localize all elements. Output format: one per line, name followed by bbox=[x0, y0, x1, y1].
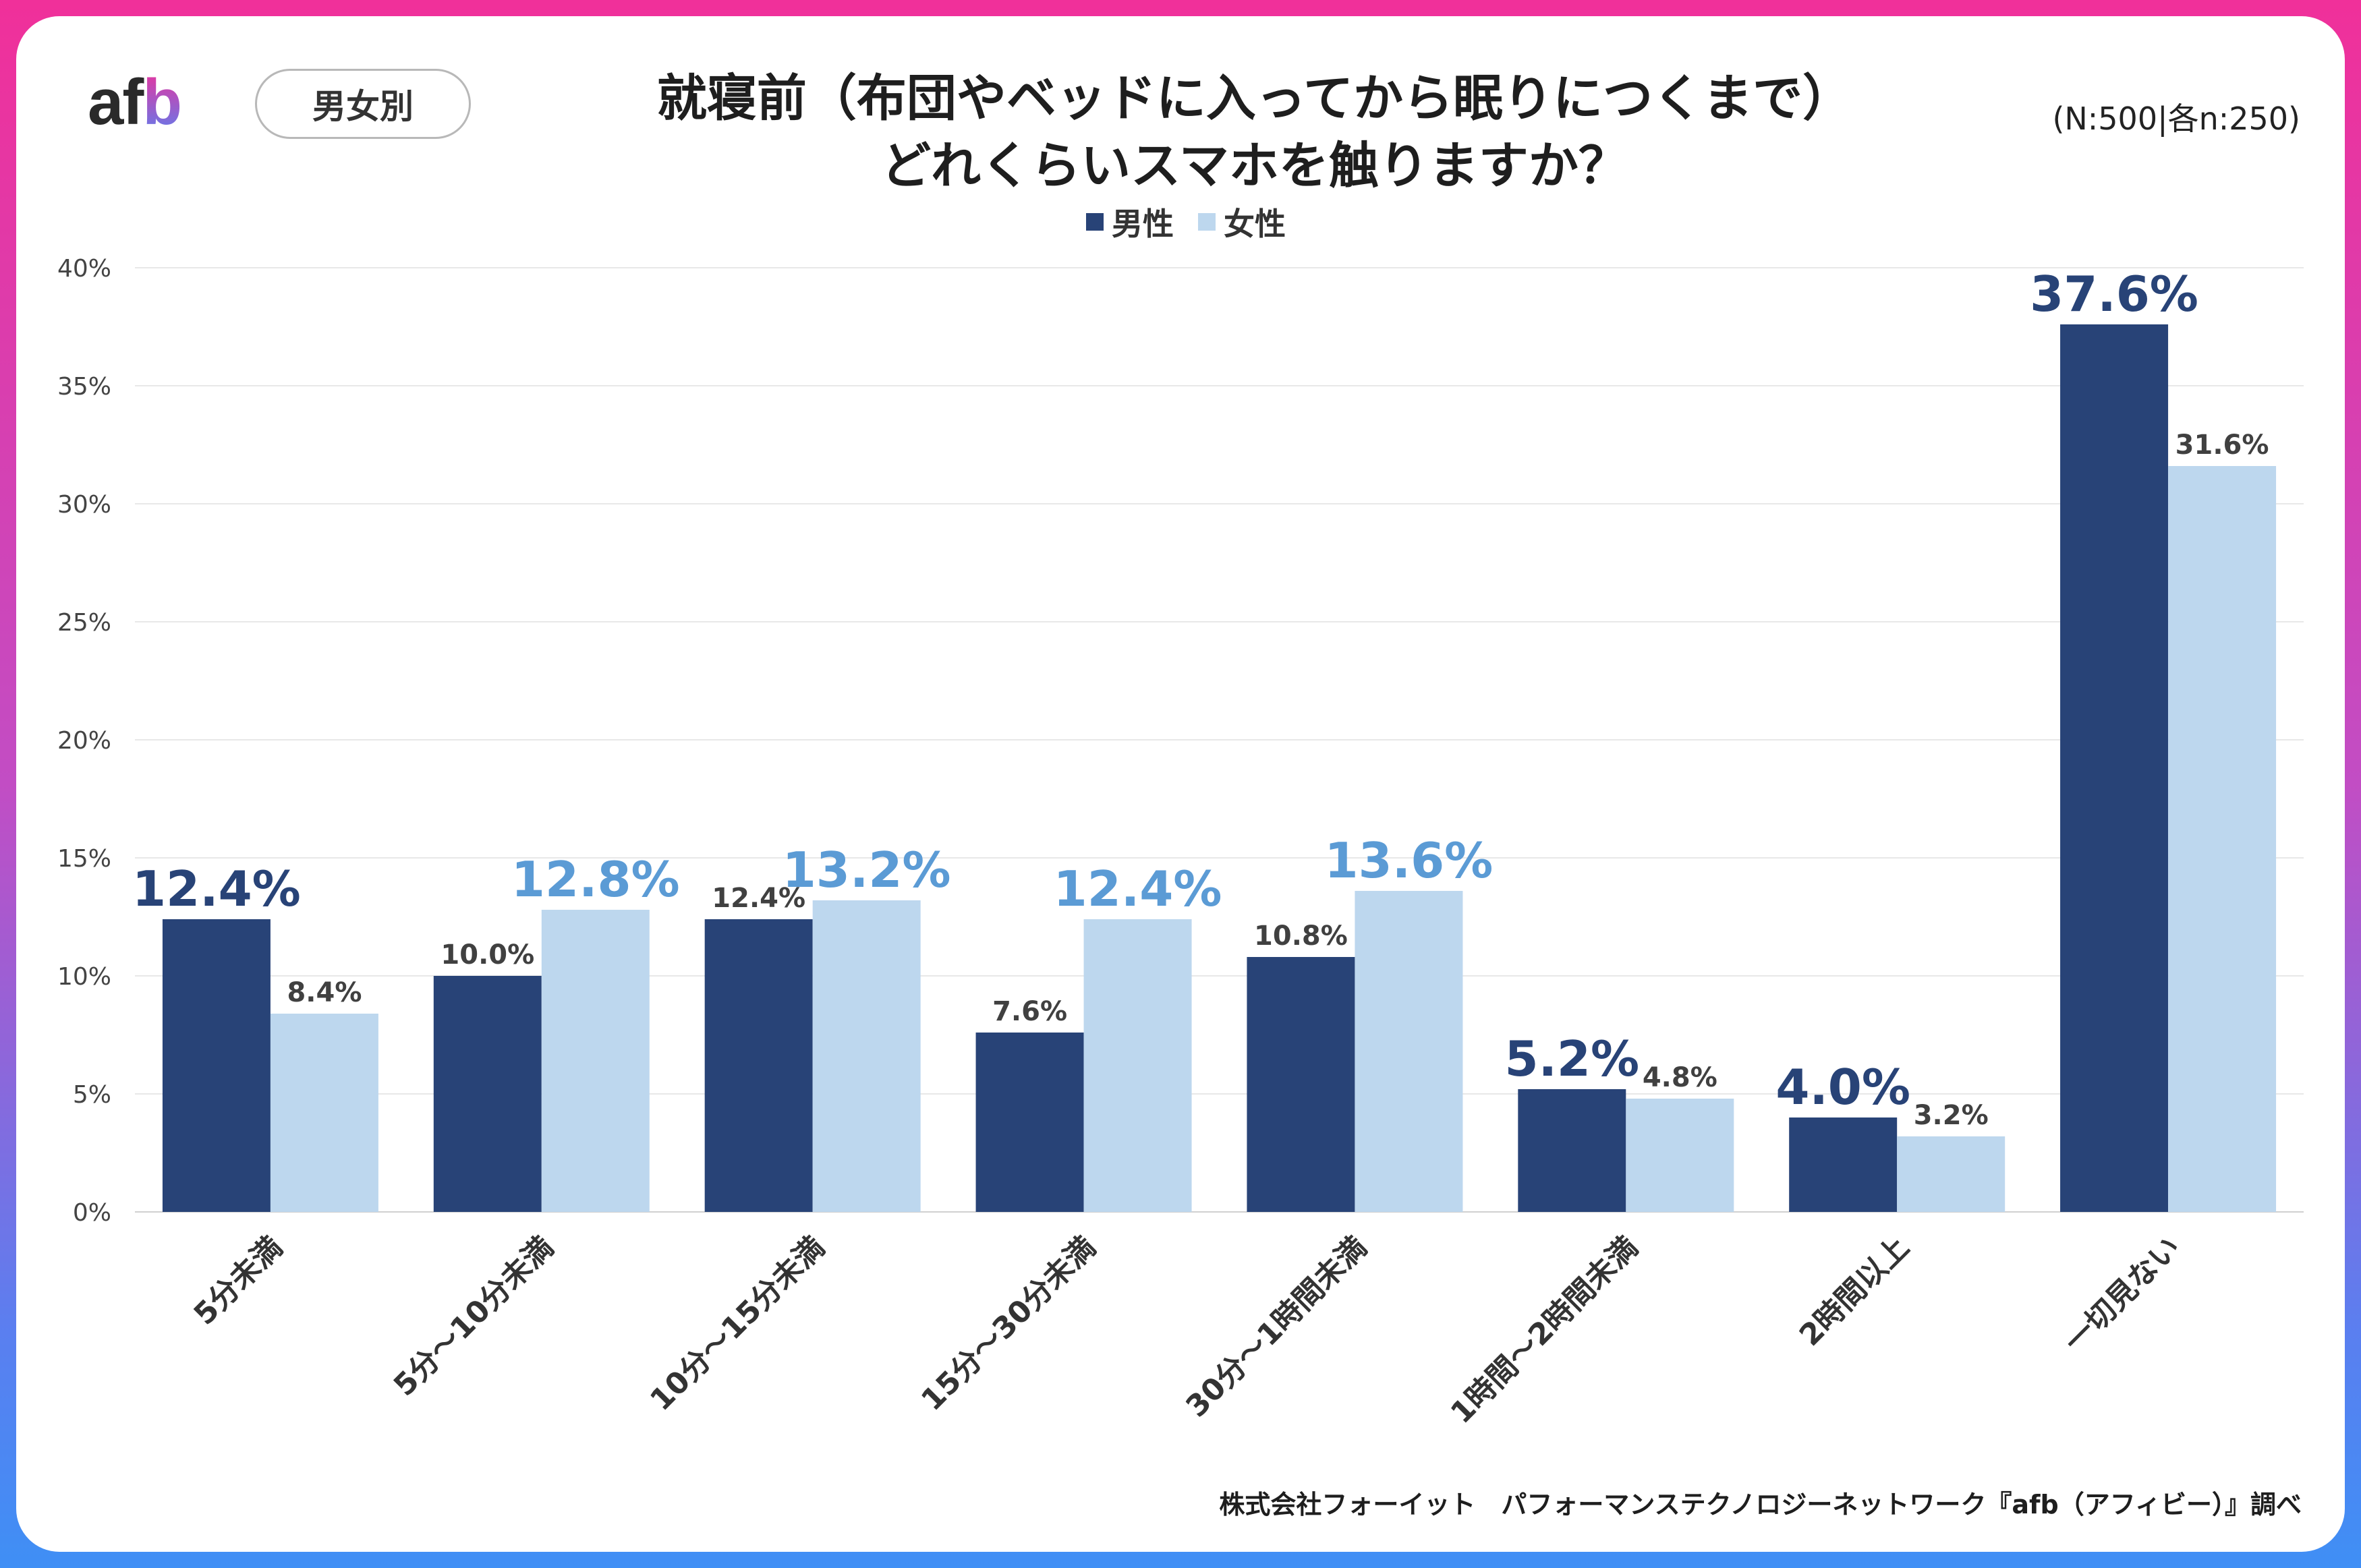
data-label: 8.4% bbox=[287, 977, 362, 1008]
chart-title-line2: どれくらいスマホを触りますか？ bbox=[881, 137, 1628, 195]
x-tick-label: 15分～30分未満 bbox=[915, 1230, 1102, 1418]
legend-swatch-female bbox=[1198, 213, 1216, 231]
data-label: 12.4% bbox=[1054, 861, 1222, 917]
data-label: 5.2% bbox=[1504, 1030, 1639, 1087]
y-tick-label: 40% bbox=[57, 255, 111, 283]
segment-pill: 男女別 bbox=[255, 69, 471, 139]
bar-female bbox=[1897, 1136, 2006, 1212]
y-tick-label: 30% bbox=[57, 491, 111, 519]
x-tick-label: 5分未満 bbox=[188, 1230, 289, 1332]
bar-male bbox=[433, 976, 542, 1212]
data-label: 7.6% bbox=[992, 996, 1067, 1027]
legend-item-female: 女性 bbox=[1198, 200, 1286, 244]
y-tick-label: 5% bbox=[73, 1081, 111, 1109]
x-tick-label: 5分～10分未満 bbox=[387, 1230, 561, 1403]
bar-female bbox=[541, 910, 650, 1212]
bar-female bbox=[1083, 919, 1192, 1212]
chart-title-line1: 就寝前（布団やベッドに入ってから眠りにつくまで） bbox=[656, 69, 1853, 127]
bar-female bbox=[812, 900, 921, 1212]
footer-credit: 株式会社フォーイット パフォーマンステクノロジーネットワーク『afb（アフィビー… bbox=[1219, 1490, 2302, 1519]
data-label: 4.0% bbox=[1775, 1059, 1910, 1115]
y-tick-label: 20% bbox=[57, 727, 111, 755]
data-label: 12.4% bbox=[132, 861, 301, 917]
x-tick-label: 1時間～2時間未満 bbox=[1444, 1230, 1645, 1430]
bar-female bbox=[1626, 1099, 1734, 1212]
bar-male bbox=[1518, 1089, 1626, 1212]
x-tick-label: 10分～15分未満 bbox=[644, 1230, 831, 1418]
data-label: 13.2% bbox=[783, 842, 951, 898]
x-tick-label: 30分～1時間未満 bbox=[1180, 1230, 1374, 1424]
data-label: 37.6% bbox=[2030, 266, 2198, 322]
data-label: 3.2% bbox=[1914, 1100, 1989, 1131]
afb-logo: afb bbox=[88, 66, 182, 138]
legend-label-male: 男性 bbox=[1112, 206, 1174, 242]
legend-label-female: 女性 bbox=[1224, 206, 1286, 242]
bar-female bbox=[1355, 891, 1463, 1212]
y-tick-label: 15% bbox=[57, 845, 111, 873]
data-label: 10.0% bbox=[440, 939, 534, 970]
y-tick-label: 10% bbox=[57, 963, 111, 991]
y-tick-label: 25% bbox=[57, 609, 111, 637]
bar-male bbox=[2060, 324, 2169, 1212]
legend-item-male: 男性 bbox=[1086, 200, 1174, 244]
y-tick-label: 35% bbox=[57, 373, 111, 401]
chart-title: 就寝前（布団やベッドに入ってから眠りにつくまで） どれくらいスマホを触りますか？ bbox=[513, 65, 1997, 200]
data-label: 31.6% bbox=[2175, 430, 2269, 461]
data-label: 10.8% bbox=[1254, 921, 1348, 952]
y-tick-label: 0% bbox=[73, 1199, 111, 1227]
data-label: 4.8% bbox=[1643, 1062, 1717, 1093]
sample-size: (N:500|各n:250) bbox=[2052, 100, 2300, 137]
bar-female bbox=[270, 1014, 378, 1212]
legend-swatch-male bbox=[1086, 213, 1104, 231]
legend: 男性 女性 bbox=[1086, 200, 1286, 244]
bar-male bbox=[1247, 957, 1355, 1212]
x-tick-label: 2時間以上 bbox=[1793, 1230, 1916, 1353]
data-label: 12.4% bbox=[712, 883, 805, 914]
data-label: 13.6% bbox=[1325, 832, 1494, 889]
x-tick-label: 一切見ない bbox=[2057, 1230, 2187, 1360]
bar-female bbox=[2168, 466, 2277, 1212]
bar-male bbox=[162, 919, 271, 1212]
data-label: 12.8% bbox=[511, 851, 680, 908]
bar-male bbox=[975, 1033, 1084, 1212]
bar-male bbox=[704, 919, 813, 1212]
bar-male bbox=[1789, 1117, 1898, 1212]
chart-card bbox=[16, 16, 2345, 1552]
